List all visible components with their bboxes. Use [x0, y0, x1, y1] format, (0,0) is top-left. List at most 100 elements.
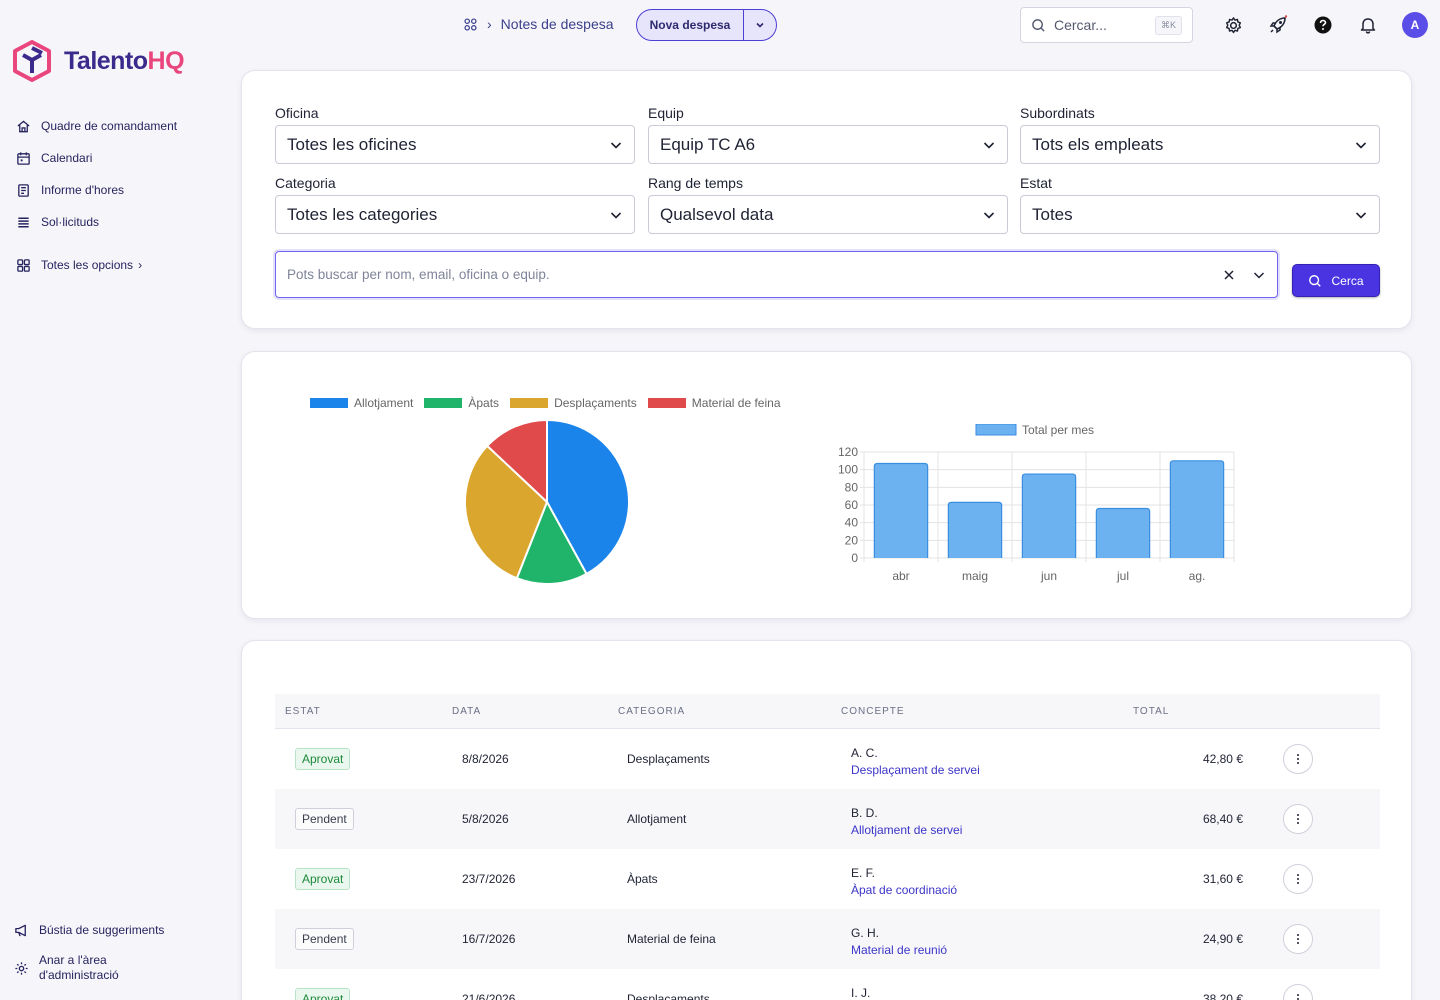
legend-swatch: [647, 398, 686, 408]
subordinates-select-value: Tots els empleats: [1032, 134, 1164, 154]
cell-concept: I. J.: [851, 985, 870, 1000]
bar-ag[interactable]: [1169, 460, 1225, 558]
megaphone-icon: [15, 924, 26, 936]
column-header-status[interactable]: ESTAT: [285, 706, 321, 717]
whats-new-button[interactable]: [1267, 14, 1289, 36]
column-header-date[interactable]: DATA: [452, 706, 482, 717]
row-actions-button[interactable]: [1283, 924, 1313, 954]
row-actions-button[interactable]: [1283, 864, 1313, 894]
apps-icon[interactable]: [463, 17, 478, 32]
new-expense-dropdown-button[interactable]: [744, 10, 776, 40]
sidebar-item-suggestions[interactable]: Bústia de suggeriments: [14, 918, 214, 942]
sidebar-item-all-options[interactable]: Totes les opcions ›: [16, 249, 216, 281]
pie-slice-despla-aments[interactable]: [464, 444, 549, 580]
status-badge: Aprovat: [295, 988, 351, 1000]
help-button[interactable]: [1312, 14, 1334, 36]
sidebar-item-label: Anar a l'àrea d'administració: [39, 953, 119, 982]
legend-item[interactable]: Àpats: [424, 396, 499, 410]
sidebar-item-label: Sol·licituds: [41, 215, 100, 229]
column-header-concept[interactable]: CONCEPTE: [841, 706, 905, 717]
category-filter: Categoria Totes les categories: [275, 175, 635, 234]
sidebar-bottom: Bústia de suggeriments Anar a l'àrea d'a…: [14, 918, 214, 986]
pie-slice--pats[interactable]: [515, 499, 588, 585]
sidebar-item-label: Bústia de suggeriments: [39, 923, 165, 937]
sidebar-item-requests[interactable]: Sol·licituds: [16, 206, 216, 238]
office-select-value: Totes les oficines: [287, 134, 417, 154]
sidebar-item-timesheet[interactable]: Informe d'hores: [16, 174, 216, 206]
sidebar-item-dashboard[interactable]: Quadre de comandament: [16, 110, 216, 142]
concept-link[interactable]: Allotjament de servei: [851, 823, 963, 837]
row-actions-button[interactable]: [1283, 984, 1313, 1000]
global-search[interactable]: Cercar... ⌘K: [1020, 7, 1193, 43]
table-row[interactable]: Pendent 5/8/2026 Allotjament B. D. Allotjame…: [275, 789, 1380, 849]
x-tick-label: jun: [1040, 569, 1057, 583]
settings-button[interactable]: [1222, 14, 1244, 36]
gear-icon: [15, 961, 28, 975]
subordinates-select[interactable]: Tots els empleats: [1020, 125, 1380, 164]
notifications-button[interactable]: [1357, 14, 1379, 36]
column-header-category[interactable]: CATEGORIA: [618, 706, 686, 717]
office-filter: Oficina Totes les oficines: [275, 105, 635, 164]
breadcrumb-current[interactable]: Notes de despesa: [500, 16, 614, 32]
status-select[interactable]: Totes: [1020, 195, 1380, 234]
legend-item[interactable]: Material de feina: [647, 396, 781, 410]
search-button[interactable]: Cerca: [1292, 264, 1380, 297]
bar-jul[interactable]: [1095, 507, 1151, 558]
bar-abr[interactable]: [873, 462, 929, 558]
table-row[interactable]: Pendent 16/7/2026 Material de feina G. H. Ma…: [275, 909, 1380, 969]
pie-slice-material-de-feina[interactable]: [485, 418, 548, 505]
cell-concept: E. F. Àpat de coordinació: [851, 865, 957, 899]
category-select[interactable]: Totes les categories: [275, 195, 635, 234]
chevron-down-icon: [610, 211, 622, 219]
list-icon: [18, 217, 29, 227]
chevron-down-icon: [756, 22, 764, 28]
time-range-select[interactable]: Qualsevol data: [648, 195, 1008, 234]
pie-legend: Allotjament Àpats Desplaçaments Material de…: [310, 396, 781, 410]
pie-slice-allotjament[interactable]: [546, 418, 630, 576]
status-filter: Estat Totes: [1020, 175, 1380, 234]
concept-link[interactable]: Material de reunió: [851, 943, 948, 957]
close-icon[interactable]: [1223, 269, 1235, 281]
cell-total: 38,20 €: [1202, 992, 1243, 1000]
concept-link[interactable]: Àpat de coordinació: [851, 883, 958, 897]
sidebar-item-calendar[interactable]: Calendari: [16, 142, 216, 174]
logo-icon: [13, 40, 51, 82]
status-badge: Aprovat: [295, 868, 351, 890]
bar-maig[interactable]: [947, 501, 1003, 558]
sidebar-item-label: Calendari: [41, 151, 93, 165]
avatar[interactable]: A: [1402, 12, 1428, 38]
y-tick-label: 20: [845, 533, 859, 547]
table-header: ESTAT DATA CATEGORIA CONCEPTE TOTAL: [275, 694, 1380, 729]
chevron-down-icon: [983, 211, 995, 219]
table-row[interactable]: Aprovat 23/7/2026 Àpats E. F. Àpat de coordi…: [275, 849, 1380, 909]
x-tick-label: maig: [962, 569, 988, 583]
employee-search-input[interactable]: Pots buscar per nom, email, oficina o eq…: [275, 251, 1278, 298]
office-select[interactable]: Totes les oficines: [275, 125, 635, 164]
cell-concept: B. D. Allotjament de servei: [851, 805, 962, 839]
bar-legend[interactable]: Total per mes: [975, 424, 1094, 437]
more-vertical-icon: [1297, 934, 1299, 944]
subordinates-filter: Subordinats Tots els empleats: [1020, 105, 1380, 164]
bar-jun[interactable]: [1021, 473, 1077, 558]
cell-person: G. H.: [851, 926, 880, 940]
home-icon: [17, 119, 30, 132]
legend-item[interactable]: Allotjament: [310, 396, 413, 410]
table-row[interactable]: Aprovat 21/6/2026 Desplaçaments I. J. 38,20 …: [275, 969, 1380, 1000]
logo[interactable]: TalentoHQ: [12, 40, 185, 82]
chevron-down-icon: [610, 141, 622, 149]
chevron-down-icon[interactable]: [1252, 268, 1266, 282]
new-expense-button[interactable]: Nova despesa: [637, 10, 744, 40]
more-vertical-icon: [1297, 814, 1299, 824]
legend-item[interactable]: Desplaçaments: [510, 396, 637, 410]
status-badge: Pendent: [295, 808, 354, 830]
table-row[interactable]: Aprovat 8/8/2026 Desplaçaments A. C. Desplaç…: [275, 729, 1380, 789]
concept-link[interactable]: Desplaçament de servei: [851, 763, 980, 777]
column-header-total[interactable]: TOTAL: [1133, 706, 1170, 717]
cell-total: 68,40 €: [1202, 812, 1243, 826]
sidebar-item-label: Quadre de comandament: [41, 119, 178, 133]
row-actions-button[interactable]: [1283, 744, 1313, 774]
sidebar-item-admin[interactable]: Anar a l'àrea d'administració: [14, 950, 214, 986]
grid-icon: [17, 258, 30, 272]
team-select[interactable]: Equip TC A6: [648, 125, 1008, 164]
row-actions-button[interactable]: [1283, 804, 1313, 834]
